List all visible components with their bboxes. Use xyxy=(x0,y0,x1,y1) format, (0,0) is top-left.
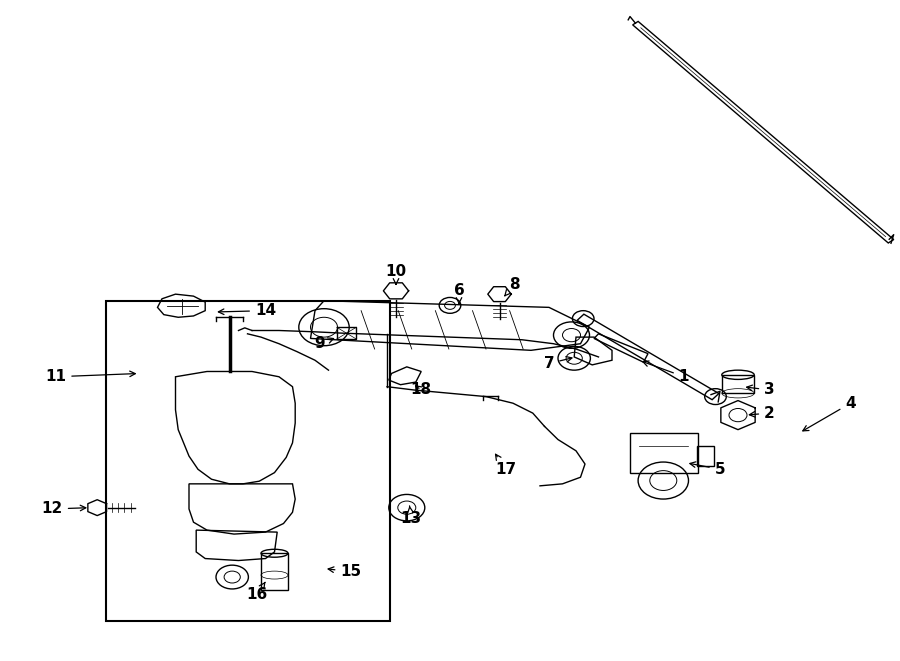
Text: 12: 12 xyxy=(41,502,86,516)
Text: 8: 8 xyxy=(505,277,520,296)
Bar xyxy=(106,301,390,621)
Text: 7: 7 xyxy=(544,356,572,371)
Text: 9: 9 xyxy=(314,336,334,351)
Text: 17: 17 xyxy=(495,454,517,477)
Text: 10: 10 xyxy=(385,264,407,284)
Text: 15: 15 xyxy=(328,564,362,579)
Text: 11: 11 xyxy=(45,369,135,384)
Text: 13: 13 xyxy=(400,506,422,526)
Text: 16: 16 xyxy=(246,582,267,602)
Text: 14: 14 xyxy=(219,303,276,318)
Bar xyxy=(261,553,288,590)
Text: 6: 6 xyxy=(454,284,464,304)
Bar xyxy=(722,375,754,393)
Text: 5: 5 xyxy=(690,462,725,477)
Text: 4: 4 xyxy=(803,396,856,431)
Text: 2: 2 xyxy=(750,406,775,420)
Bar xyxy=(337,327,356,339)
Bar xyxy=(630,433,698,473)
Text: 18: 18 xyxy=(410,383,432,397)
Bar xyxy=(698,446,714,466)
Text: 1: 1 xyxy=(643,361,689,384)
Text: 3: 3 xyxy=(747,383,775,397)
